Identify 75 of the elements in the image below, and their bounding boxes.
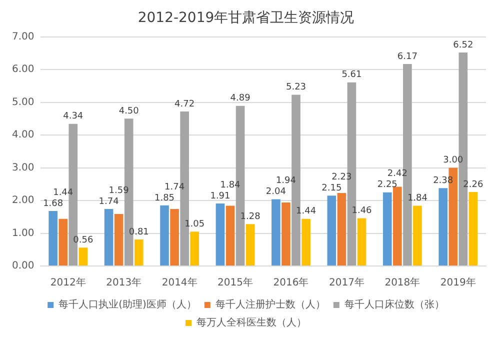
y-tick-label: 7.00 (12, 31, 34, 42)
bar (327, 196, 336, 266)
bar (282, 202, 290, 266)
data-label: 1.44 (296, 206, 316, 217)
data-label: 2.26 (463, 180, 484, 190)
chart-title: 2012-2019年甘肃省卫生资源情况 (138, 10, 354, 26)
y-tick-label: 2.00 (12, 195, 34, 206)
data-label: 2.42 (387, 169, 408, 180)
data-label: 1.84 (220, 180, 241, 190)
data-label: 2.04 (266, 187, 286, 198)
y-tick-label: 1.00 (12, 228, 34, 239)
data-label: 1.05 (184, 219, 205, 230)
y-tick-label: 6.00 (12, 64, 34, 76)
legend-label: 每千人口床位数（张） (344, 298, 444, 311)
data-label: 1.74 (164, 182, 185, 192)
x-tick-label: 2013年 (106, 276, 142, 289)
bar (226, 206, 235, 266)
legend-label: 每千人注册护士数（人） (215, 298, 326, 311)
bar (246, 224, 255, 266)
x-tick-label: 2018年 (384, 276, 420, 289)
bar (58, 218, 68, 266)
bar (468, 192, 478, 266)
y-tick-label: 4.00 (12, 130, 34, 141)
x-tick-label: 2019年 (440, 276, 476, 289)
data-label: 5.23 (286, 82, 306, 93)
data-label: 1.44 (53, 188, 74, 198)
legend-label: 每千人口执业(助理)医师（人） (58, 298, 196, 311)
x-tick-label: 2016年 (273, 276, 309, 289)
data-label: 5.61 (342, 70, 362, 80)
data-label: 0.81 (128, 227, 149, 238)
data-label: 1.74 (98, 196, 120, 207)
data-label: 6.17 (397, 52, 418, 62)
data-label: 1.85 (154, 193, 175, 204)
bar (190, 232, 200, 266)
bar (114, 214, 124, 266)
bar (438, 188, 448, 266)
bar (272, 199, 280, 266)
data-label: 1.94 (276, 176, 296, 186)
bar (170, 209, 179, 266)
data-label: 3.00 (443, 156, 464, 166)
bar (393, 186, 402, 266)
y-tick-label: 3.00 (12, 162, 34, 174)
bar (337, 192, 346, 266)
data-label: 2.15 (322, 183, 342, 194)
legend-label: 每万人全科医生数（人） (196, 316, 306, 329)
data-label: 1.46 (352, 206, 372, 216)
data-label: 4.89 (230, 94, 251, 104)
bar (302, 218, 310, 266)
data-label: 1.28 (240, 212, 261, 222)
y-tick-label: 5.00 (12, 96, 34, 108)
data-label: 1.91 (210, 191, 230, 202)
data-label: 4.34 (63, 112, 84, 122)
data-label: 4.72 (174, 99, 195, 110)
data-label: 2.25 (377, 180, 398, 190)
y-tick-label: 0.00 (12, 260, 34, 272)
x-tick-label: 2015年 (218, 276, 253, 289)
data-label: 2.23 (332, 172, 352, 182)
data-label: 0.56 (73, 236, 94, 246)
bar (78, 248, 88, 266)
data-label: 1.59 (108, 186, 130, 196)
x-tick-label: 2017年 (328, 276, 364, 289)
bar (160, 205, 169, 266)
x-tick-label: 2014年 (162, 276, 198, 289)
data-label: 4.50 (118, 106, 140, 116)
data-label: 1.68 (43, 198, 64, 209)
bar (48, 210, 58, 266)
bar (382, 192, 392, 266)
data-label: 1.84 (407, 194, 428, 204)
bar (104, 209, 114, 266)
bar (357, 218, 366, 266)
x-tick-label: 2012年 (50, 276, 86, 289)
bar (216, 203, 225, 266)
bar (413, 206, 422, 266)
bar (134, 239, 144, 266)
data-label: 6.52 (453, 40, 474, 50)
